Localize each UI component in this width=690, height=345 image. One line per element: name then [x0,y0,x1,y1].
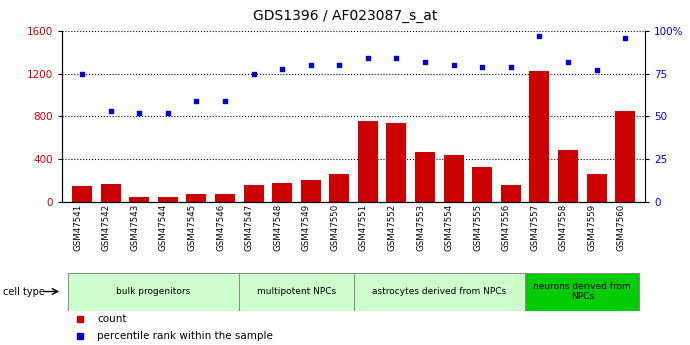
Point [162,110,173,116]
Text: GSM47551: GSM47551 [359,204,368,251]
Text: GSM47544: GSM47544 [159,204,168,251]
Bar [68,273,239,310]
Bar [586,174,607,202]
Bar [329,174,349,202]
Point [77,71,88,77]
Point [505,64,516,70]
Text: astrocytes derived from NPCs: astrocytes derived from NPCs [373,287,506,296]
Text: multipotent NPCs: multipotent NPCs [257,287,336,296]
Bar [501,185,521,202]
Bar [301,180,321,202]
Text: GSM47541: GSM47541 [73,204,82,251]
Text: count: count [97,314,126,324]
Text: GDS1396 / AF023087_s_at: GDS1396 / AF023087_s_at [253,9,437,23]
Point [620,35,631,41]
Bar [215,194,235,202]
Bar [472,167,492,202]
Point [105,109,116,114]
Text: GSM47552: GSM47552 [388,204,397,251]
Bar [525,273,640,310]
Bar [272,183,292,202]
Text: GSM47550: GSM47550 [331,204,339,251]
Text: cell type: cell type [3,287,46,296]
Text: GSM47560: GSM47560 [616,204,625,251]
Bar [158,197,178,202]
Point [191,98,202,104]
Text: GSM47542: GSM47542 [101,204,110,251]
Bar [386,124,406,202]
Text: GSM47543: GSM47543 [130,204,139,251]
Text: GSM47559: GSM47559 [588,204,597,251]
Bar [239,273,354,310]
Bar [244,185,264,202]
Text: GSM47547: GSM47547 [244,204,254,251]
Text: percentile rank within the sample: percentile rank within the sample [97,332,273,341]
Bar [444,155,464,202]
Point [591,68,602,73]
Text: GSM47555: GSM47555 [473,204,482,251]
Point [248,71,259,77]
Bar [615,110,635,202]
Bar [72,186,92,202]
Point [420,59,431,65]
Text: GSM47558: GSM47558 [559,204,568,251]
Text: GSM47549: GSM47549 [302,204,310,251]
Point [277,66,288,71]
Bar [558,150,578,202]
Point [362,56,373,61]
Bar [529,71,549,202]
Point [334,62,345,68]
Bar [358,121,378,202]
Text: neurons derived from
NPCs: neurons derived from NPCs [533,282,631,301]
Text: GSM47546: GSM47546 [216,204,225,251]
Bar [415,152,435,202]
Bar [354,273,525,310]
Bar [101,184,121,202]
Bar [186,194,206,202]
Text: GSM47553: GSM47553 [416,204,425,251]
Point [534,33,545,39]
Point [391,56,402,61]
Bar [129,197,149,202]
Text: GSM47557: GSM47557 [531,204,540,251]
Text: bulk progenitors: bulk progenitors [117,287,190,296]
Point [448,62,459,68]
Point [134,110,145,116]
Point [477,64,488,70]
Point [305,62,316,68]
Text: GSM47545: GSM47545 [188,204,197,251]
Text: GSM47554: GSM47554 [444,204,453,251]
Text: GSM47556: GSM47556 [502,204,511,251]
Point [219,98,230,104]
Point [562,59,573,65]
Text: GSM47548: GSM47548 [273,204,282,251]
